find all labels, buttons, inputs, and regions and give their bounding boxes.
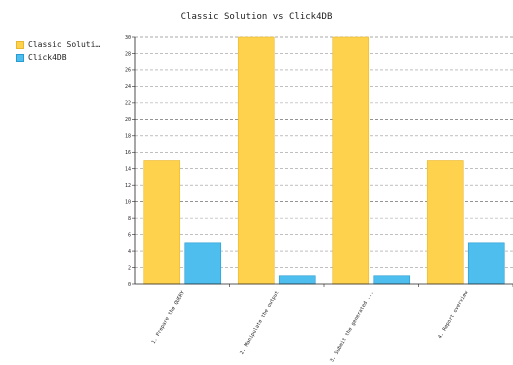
y-tick-label: 22 [125,101,131,107]
legend-swatch-classic [16,40,24,49]
bar-classic[interactable] [426,160,464,285]
y-tick-label: 12 [125,183,131,189]
bar-click4db[interactable] [467,242,505,285]
x-category-label: 4. Report overview [437,289,470,340]
bar-click4db[interactable] [278,275,316,285]
x-category-label: 2. Manipulate the output [239,290,280,356]
y-tick-label: 30 [125,35,131,41]
y-tick-label: 20 [125,117,131,123]
y-tick-label: 8 [128,216,131,222]
y-tick-label: 26 [125,68,131,74]
y-tick-label: 14 [125,167,131,173]
bar-click4db[interactable] [373,275,411,285]
bar-classic[interactable] [332,36,370,285]
x-category-label: 3. Submit the generated ... [329,290,375,363]
y-tick-label: 10 [125,199,131,205]
y-tick-label: 2 [128,265,131,271]
y-tick-label: 0 [128,282,131,288]
y-tick-label: 18 [125,134,131,140]
y-tick-label: 16 [125,150,131,156]
legend: Classic Soluti… Click4DB [16,38,100,64]
bar-classic[interactable] [237,36,275,285]
y-tick-label: 6 [128,232,131,238]
y-tick-label: 28 [125,51,131,57]
bar-classic[interactable] [143,160,181,285]
legend-item-classic[interactable]: Classic Soluti… [16,38,100,51]
legend-item-click4db[interactable]: Click4DB [16,51,100,64]
x-axis: 1. Prepare the QUERY 2. Manipulate the ou… [135,283,513,363]
legend-swatch-click4db [16,53,24,62]
bars [143,36,505,285]
chart-title: Classic Solution vs Click4DB [180,12,333,22]
y-tick-label: 4 [128,249,131,255]
y-tick-label: 24 [125,84,131,90]
x-category-label: 1. Prepare the QUERY [151,290,186,345]
bar-click4db[interactable] [184,242,222,285]
